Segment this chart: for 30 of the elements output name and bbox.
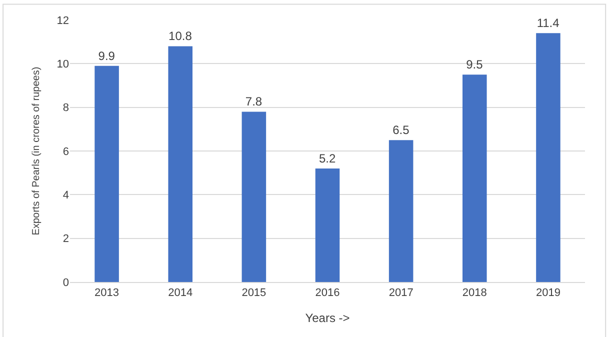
y-tick-label: 0 bbox=[62, 276, 69, 289]
x-tick-label: 2019 bbox=[536, 287, 560, 300]
bar bbox=[94, 66, 119, 282]
bar bbox=[242, 112, 266, 282]
x-tick-label: 2018 bbox=[462, 287, 487, 300]
bar bbox=[315, 168, 340, 282]
y-axis-title: Exports of Pearls (in crores of rupees) bbox=[30, 66, 42, 236]
data-label: 9.9 bbox=[98, 48, 116, 63]
data-label: 6.5 bbox=[392, 123, 410, 138]
data-label: 9.5 bbox=[466, 58, 484, 72]
x-tick-label: 2013 bbox=[94, 287, 120, 300]
y-tick-label: 8 bbox=[62, 102, 69, 114]
x-tick-label: 2016 bbox=[315, 287, 340, 300]
y-tick-label: 12 bbox=[56, 14, 69, 27]
bar bbox=[168, 46, 192, 282]
x-axis-title: Years -> bbox=[305, 311, 350, 326]
y-tick-label: 6 bbox=[62, 146, 69, 158]
bar bbox=[388, 140, 414, 282]
y-tick-label: 2 bbox=[62, 233, 69, 246]
data-label: 10.8 bbox=[168, 29, 192, 44]
x-tick-label: 2015 bbox=[242, 287, 266, 300]
data-label: 11.4 bbox=[536, 16, 560, 30]
y-tick-label: 4 bbox=[62, 190, 69, 202]
y-tick-label: 10 bbox=[56, 58, 69, 71]
bar bbox=[536, 33, 560, 282]
x-tick-label: 2017 bbox=[388, 287, 414, 300]
bar bbox=[462, 74, 487, 282]
data-label: 7.8 bbox=[245, 94, 262, 109]
data-label: 5.2 bbox=[318, 151, 336, 166]
x-tick-label: 2014 bbox=[168, 287, 193, 300]
